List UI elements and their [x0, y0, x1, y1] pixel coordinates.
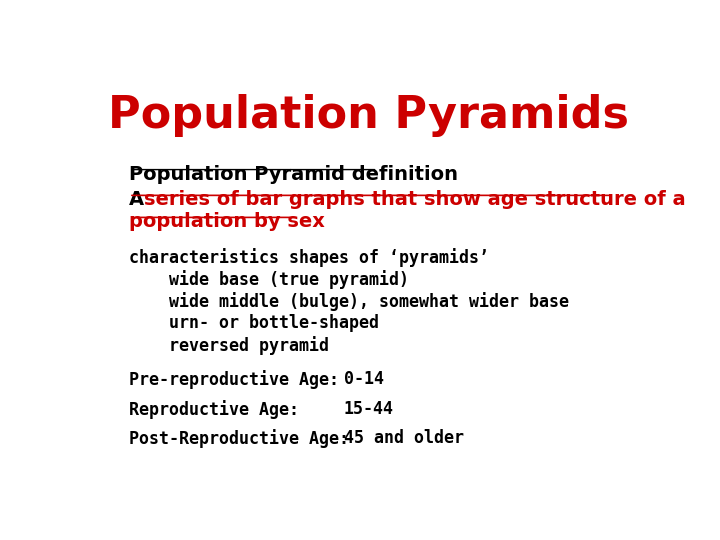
- Text: population by sex: population by sex: [129, 212, 325, 232]
- Text: reversed pyramid: reversed pyramid: [129, 336, 329, 355]
- Text: Population Pyramid definition: Population Pyramid definition: [129, 165, 458, 184]
- Text: Post-Reproductive Age:: Post-Reproductive Age:: [129, 429, 349, 448]
- Text: 45 and older: 45 and older: [344, 429, 464, 447]
- Text: wide middle (bulge), somewhat wider base: wide middle (bulge), somewhat wider base: [129, 292, 569, 311]
- Text: urn- or bottle-shaped: urn- or bottle-shaped: [129, 314, 379, 332]
- Text: Pre-reproductive Age:: Pre-reproductive Age:: [129, 370, 339, 389]
- Text: A: A: [129, 191, 151, 210]
- Text: Population Pyramids: Population Pyramids: [109, 94, 629, 137]
- Text: wide base (true pyramid): wide base (true pyramid): [129, 270, 409, 289]
- Text: Reproductive Age:: Reproductive Age:: [129, 400, 299, 419]
- Text: 0-14: 0-14: [344, 370, 384, 388]
- Text: 15-44: 15-44: [344, 400, 394, 417]
- Text: series of bar graphs that show age structure of a: series of bar graphs that show age struc…: [144, 191, 685, 210]
- Text: characteristics shapes of ‘pyramids’: characteristics shapes of ‘pyramids’: [129, 248, 489, 267]
